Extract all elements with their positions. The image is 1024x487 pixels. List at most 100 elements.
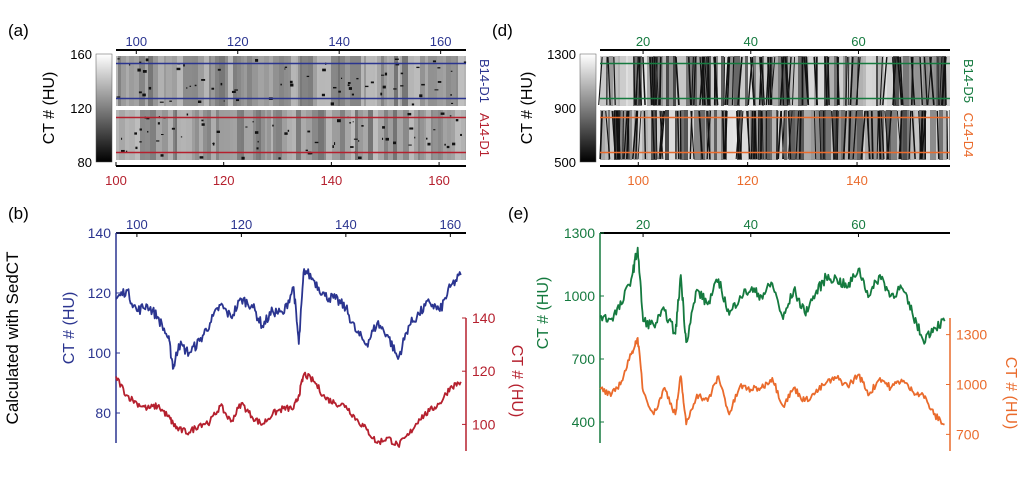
- core-lamina: [842, 110, 848, 160]
- core-lamina: [813, 110, 817, 160]
- core-band: [332, 110, 337, 160]
- strip-label: B14-D1: [477, 59, 492, 103]
- core-speckle: [349, 122, 352, 124]
- core-speckle: [451, 102, 454, 105]
- core-lamina: [852, 110, 858, 160]
- core-lamina: [754, 110, 758, 160]
- core-band: [420, 56, 425, 106]
- core-band: [175, 110, 177, 160]
- core-speckle: [427, 142, 431, 146]
- core-lamina: [845, 56, 848, 106]
- core-band: [228, 56, 233, 106]
- series-line-c14-d4: [599, 336, 945, 426]
- core-speckle: [381, 74, 385, 76]
- right-tick-label: 140: [472, 310, 496, 326]
- core-band: [233, 110, 237, 160]
- core-band: [428, 56, 434, 106]
- core-speckle: [186, 87, 188, 89]
- core-band: [939, 110, 943, 160]
- core-band: [300, 56, 302, 106]
- core-speckle: [287, 129, 290, 132]
- core-band: [273, 56, 279, 106]
- core-band: [296, 56, 298, 106]
- core-band: [717, 110, 721, 160]
- core-band: [317, 56, 319, 106]
- core-band: [363, 110, 368, 160]
- core-band: [150, 110, 156, 160]
- core-speckle: [201, 123, 205, 126]
- core-band: [811, 110, 816, 160]
- core-band: [838, 56, 840, 106]
- core-band: [697, 56, 702, 106]
- core-speckle: [138, 91, 142, 94]
- core-band: [907, 110, 909, 160]
- core-lamina: [707, 56, 711, 106]
- panel-label: (b): [8, 204, 29, 223]
- core-speckle: [176, 67, 181, 71]
- core-lamina: [791, 56, 795, 106]
- core-lamina: [867, 110, 870, 160]
- core-band: [418, 110, 420, 160]
- core-lamina: [798, 110, 802, 160]
- core-speckle: [116, 96, 121, 98]
- core-band: [116, 56, 118, 106]
- core-band: [946, 56, 950, 106]
- panel-d: (d) 20 40 60 100 120 140 B14-D5 C14-D4 1300 900 500…: [492, 21, 976, 188]
- core-lamina: [776, 110, 779, 160]
- core-lamina: [747, 56, 753, 106]
- core-speckle: [161, 134, 164, 136]
- core-band: [377, 56, 381, 106]
- core-band: [684, 110, 688, 160]
- core-speckle: [432, 60, 437, 63]
- core-band: [129, 110, 135, 160]
- core-speckle: [142, 93, 146, 97]
- core-lamina: [632, 110, 638, 160]
- core-speckle: [353, 138, 358, 140]
- core-band: [458, 56, 464, 106]
- left-axis-label: CT # (HU): [61, 292, 78, 365]
- core-lamina: [911, 110, 916, 160]
- core-lamina: [803, 56, 810, 106]
- core-speckle: [217, 68, 221, 71]
- core-lamina: [691, 56, 694, 106]
- colorbar-label: CT # (HU): [41, 72, 58, 145]
- core-lamina: [616, 110, 620, 160]
- core-band: [345, 110, 351, 160]
- right-tick-label: 120: [472, 363, 496, 379]
- core-lamina: [613, 56, 616, 106]
- core-band: [669, 56, 673, 106]
- core-band: [276, 110, 278, 160]
- core-band: [394, 56, 398, 106]
- core-band: [901, 110, 903, 160]
- core-speckle: [350, 146, 354, 148]
- core-lamina: [870, 110, 874, 160]
- core-lamina: [707, 110, 711, 160]
- top-tick-label: 120: [227, 34, 249, 49]
- core-band: [282, 110, 287, 160]
- core-band: [172, 56, 177, 106]
- top-tick-label: 20: [636, 34, 650, 49]
- core-speckle: [284, 68, 286, 70]
- core-band: [241, 56, 244, 106]
- core-speckle: [357, 156, 362, 160]
- core-lamina: [618, 110, 621, 160]
- core-band: [663, 56, 666, 106]
- core-band: [126, 56, 129, 106]
- core-band: [620, 110, 622, 160]
- core-lamina: [607, 56, 611, 106]
- core-band: [397, 110, 403, 160]
- core-band: [926, 110, 930, 160]
- core-band: [608, 110, 610, 160]
- core-band: [181, 110, 186, 160]
- core-band: [873, 110, 877, 160]
- core-band: [789, 110, 795, 160]
- right-tick-label: 100: [472, 416, 496, 432]
- core-strip-b14-d1: B14-D1: [116, 56, 492, 106]
- top-tick-label: 60: [851, 217, 865, 232]
- series-line-b14-d5: [599, 246, 946, 345]
- core-band: [434, 56, 437, 106]
- core-band: [680, 56, 686, 106]
- core-speckle: [450, 94, 452, 96]
- core-band: [378, 110, 384, 160]
- core-band: [456, 56, 458, 106]
